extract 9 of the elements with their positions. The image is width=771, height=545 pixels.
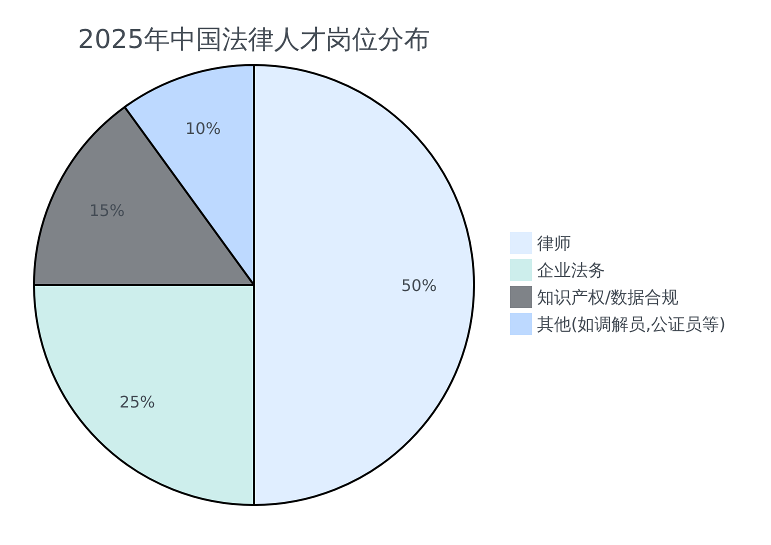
data-label: 10% (185, 119, 221, 138)
legend-label: 律师 (537, 234, 571, 254)
data-label: 15% (89, 201, 125, 220)
data-label: 25% (120, 392, 156, 412)
chart-title: 2025年中国法律人才岗位分布 (78, 25, 430, 55)
legend-label: 其他(如调解员,公证员等) (537, 315, 726, 335)
data-label: 50% (401, 276, 437, 295)
legend-label: 知识产权/数据合规 (537, 288, 679, 308)
legend-label: 企业法务 (537, 261, 605, 281)
